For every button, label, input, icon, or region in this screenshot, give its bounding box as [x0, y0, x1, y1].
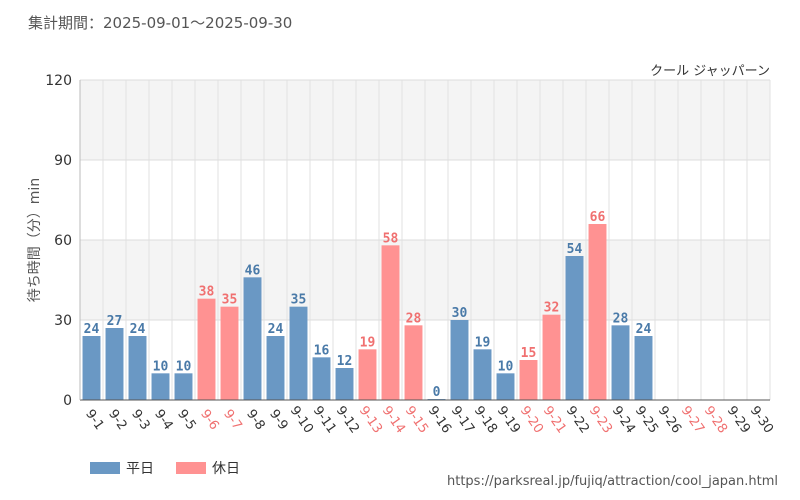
x-tick-label-9-19: 9-19 — [494, 404, 523, 437]
bar-9-10 — [289, 306, 308, 400]
data-label-9-11: 16 — [314, 343, 330, 358]
x-tick-label-9-27: 9-27 — [678, 404, 707, 437]
bar-9-7 — [220, 306, 239, 400]
x-tick-label-9-6: 9-6 — [197, 407, 221, 433]
x-tick-label-9-4: 9-4 — [151, 407, 175, 433]
bar-9-1 — [82, 336, 101, 400]
x-tick-label-9-15: 9-15 — [402, 404, 431, 437]
x-tick-label-9-11: 9-11 — [310, 404, 339, 437]
data-label-9-22: 54 — [567, 242, 583, 257]
collection-period: 集計期間：2025-09-01～2025-09-30 — [28, 14, 293, 32]
x-tick-label-9-16: 9-16 — [425, 404, 454, 437]
bar-9-6 — [197, 298, 216, 400]
data-label-9-24: 28 — [613, 311, 629, 326]
x-tick-label-9-21: 9-21 — [540, 404, 569, 437]
data-label-9-5: 10 — [176, 359, 192, 374]
legend-label-holiday: 休日 — [212, 461, 240, 477]
x-tick-label-9-24: 9-24 — [609, 404, 638, 437]
bar-9-25 — [634, 336, 653, 400]
data-label-9-15: 28 — [406, 311, 422, 326]
data-label-9-4: 10 — [153, 359, 169, 374]
bar-9-4 — [151, 373, 170, 400]
legend-item-holiday: 休日 — [176, 458, 240, 478]
data-label-9-19: 10 — [498, 359, 514, 374]
bar-9-12 — [335, 368, 354, 400]
x-tick-label-9-17: 9-17 — [448, 404, 477, 437]
bar-9-13 — [358, 349, 377, 400]
x-tick-label-9-25: 9-25 — [632, 404, 661, 437]
x-tick-label-9-13: 9-13 — [356, 404, 385, 437]
x-tick-label-9-20: 9-20 — [517, 404, 546, 437]
bar-9-19 — [496, 373, 515, 400]
legend: 平日 休日 — [90, 458, 240, 478]
data-label-9-8: 46 — [245, 263, 261, 278]
x-tick-label-9-26: 9-26 — [655, 404, 684, 437]
y-tick-label: 60 — [54, 233, 72, 249]
legend-label-weekday: 平日 — [126, 461, 154, 477]
legend-swatch-holiday — [176, 462, 206, 474]
bar-9-24 — [611, 325, 630, 400]
bar-9-15 — [404, 325, 423, 400]
wait-time-bar-chart: 0306090120249-1279-2249-3109-4109-5389-6… — [45, 73, 776, 437]
x-tick-label-9-30: 9-30 — [747, 404, 776, 437]
data-label-9-17: 30 — [452, 306, 468, 321]
bar-9-21 — [542, 314, 561, 400]
data-label-9-18: 19 — [475, 335, 491, 350]
bar-9-23 — [588, 224, 607, 400]
bar-9-14 — [381, 245, 400, 400]
y-tick-label: 30 — [54, 313, 72, 329]
data-label-9-25: 24 — [636, 322, 652, 337]
data-label-9-7: 35 — [222, 293, 238, 308]
bar-9-20 — [519, 360, 538, 400]
data-label-9-14: 58 — [383, 231, 399, 246]
data-label-9-16: 0 — [433, 385, 441, 400]
data-label-9-9: 24 — [268, 322, 284, 337]
source-url[interactable]: https://parksreal.jp/fujiq/attraction/co… — [447, 474, 778, 489]
x-tick-label-9-18: 9-18 — [471, 404, 500, 437]
y-tick-label: 0 — [63, 393, 72, 409]
x-tick-label-9-14: 9-14 — [379, 404, 408, 437]
data-label-9-20: 15 — [521, 346, 537, 361]
bar-9-18 — [473, 349, 492, 400]
data-label-9-13: 19 — [360, 335, 376, 350]
data-label-9-21: 32 — [544, 301, 560, 316]
data-label-9-23: 66 — [590, 210, 606, 225]
legend-swatch-weekday — [90, 462, 120, 474]
data-label-9-10: 35 — [291, 293, 307, 308]
data-label-9-3: 24 — [130, 322, 146, 337]
bar-9-8 — [243, 277, 262, 400]
x-tick-label-9-28: 9-28 — [701, 404, 730, 437]
data-label-9-6: 38 — [199, 285, 215, 300]
bar-9-22 — [565, 256, 584, 400]
x-tick-label-9-12: 9-12 — [333, 404, 362, 437]
x-tick-label-9-5: 9-5 — [174, 407, 198, 433]
x-tick-label-9-10: 9-10 — [287, 404, 316, 437]
data-label-9-2: 27 — [107, 314, 123, 329]
x-tick-label-9-2: 9-2 — [105, 407, 129, 433]
bar-9-5 — [174, 373, 193, 400]
x-tick-label-9-23: 9-23 — [586, 404, 615, 437]
data-label-9-1: 24 — [84, 322, 100, 337]
x-tick-label-9-8: 9-8 — [243, 407, 267, 433]
x-tick-label-9-1: 9-1 — [82, 407, 106, 433]
bar-9-2 — [105, 328, 124, 400]
attraction-name: クール ジャッパーン — [650, 64, 770, 79]
x-tick-label-9-22: 9-22 — [563, 404, 592, 437]
bar-9-9 — [266, 336, 285, 400]
x-tick-label-9-3: 9-3 — [128, 407, 152, 433]
data-label-9-12: 12 — [337, 354, 353, 369]
x-tick-label-9-29: 9-29 — [724, 404, 753, 437]
y-tick-label: 120 — [45, 73, 72, 89]
x-tick-label-9-7: 9-7 — [220, 407, 244, 433]
bar-9-3 — [128, 336, 147, 400]
legend-item-weekday: 平日 — [90, 458, 154, 478]
y-tick-label: 90 — [54, 153, 72, 169]
bar-9-17 — [450, 320, 469, 400]
bar-9-11 — [312, 357, 331, 400]
